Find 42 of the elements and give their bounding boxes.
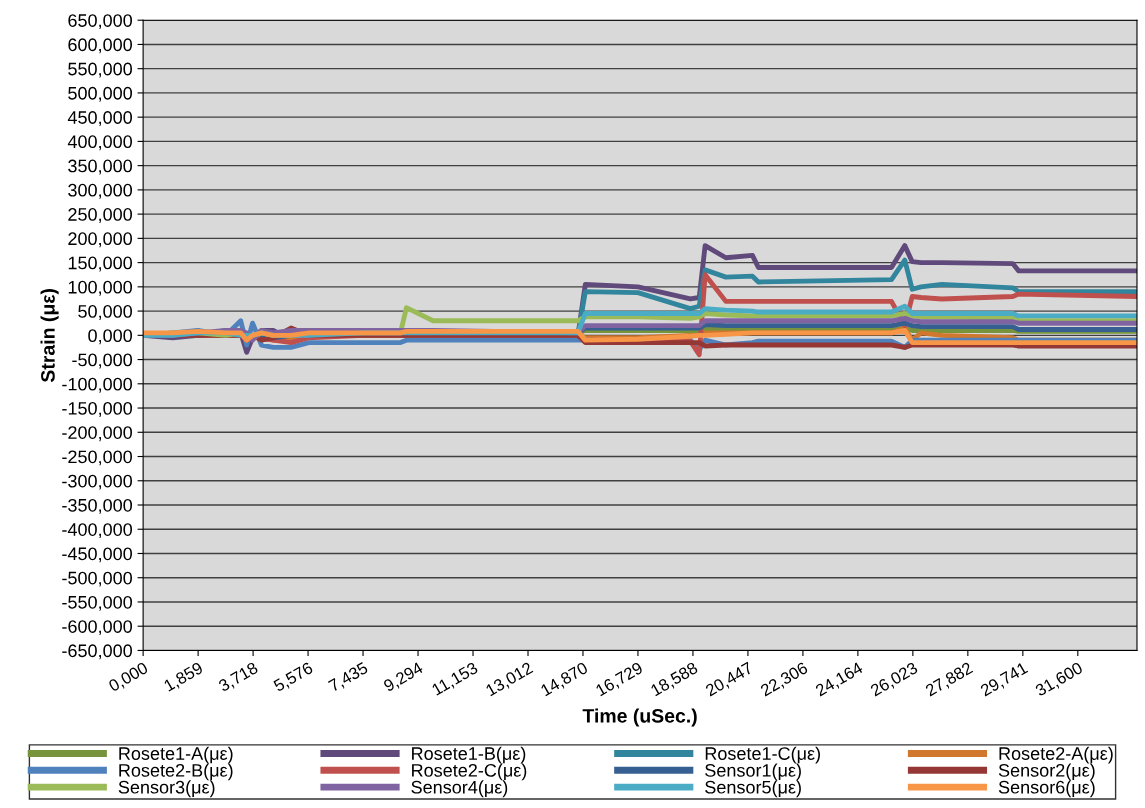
y-axis-title: Strain (με) xyxy=(40,289,59,383)
y-tick-label: 100,000 xyxy=(68,280,133,296)
y-tick-label: -650,000 xyxy=(62,644,133,660)
legend-label: Sensor6(με) xyxy=(998,780,1095,798)
y-tick-label: 150,000 xyxy=(68,256,133,272)
y-tick-label: -550,000 xyxy=(62,595,133,611)
y-tick-label: 600,000 xyxy=(68,38,133,54)
y-tick-label: -50,000 xyxy=(72,353,133,369)
legend-label: Rosete1-B(με) xyxy=(412,746,526,764)
y-tick-label: 0,000 xyxy=(88,329,133,345)
y-tick-label: -350,000 xyxy=(62,498,133,514)
y-tick-label: 50,000 xyxy=(78,305,133,320)
y-tick-label: 300,000 xyxy=(68,183,133,199)
y-tick-label: 200,000 xyxy=(68,232,133,248)
y-tick-label: 650,000 xyxy=(68,14,133,30)
y-tick-label: 350,000 xyxy=(68,159,133,175)
y-tick-label: 250,000 xyxy=(68,208,133,223)
legend-label: Rosete1-A(με) xyxy=(119,746,233,764)
legend-label: Sensor1(με) xyxy=(705,763,801,781)
legend-label: Rosete2-A(με) xyxy=(999,746,1113,764)
y-tick-label: -400,000 xyxy=(62,523,133,539)
y-tick-label: -300,000 xyxy=(62,474,133,490)
y-tick-label: -450,000 xyxy=(62,547,133,563)
y-tick-label: -250,000 xyxy=(62,450,133,466)
legend-label: Rosete2-B(με) xyxy=(119,763,233,781)
y-tick-label: 450,000 xyxy=(67,111,133,127)
legend-label: Sensor4(με) xyxy=(411,780,508,798)
y-tick-label: -100,000 xyxy=(62,377,133,393)
legend-label: Sensor3(με) xyxy=(118,780,215,798)
y-tick-label: 500,000 xyxy=(68,86,133,102)
y-tick-label: -600,000 xyxy=(62,620,133,636)
x-axis-title: Time (uSec.) xyxy=(582,708,697,727)
y-tick-label: 550,000 xyxy=(68,62,133,78)
legend-label: Rosete1-C(με) xyxy=(705,746,820,764)
y-tick-label: -500,000 xyxy=(62,571,133,587)
legend-label: Sensor5(με) xyxy=(705,780,801,798)
x-tick-label: 3,718 xyxy=(217,661,260,694)
y-tick-label: 400,000 xyxy=(67,135,133,151)
y-tick-label: -200,000 xyxy=(62,426,133,442)
legend-label: Rosete2-C(με) xyxy=(412,763,527,781)
legend-label: Sensor2(με) xyxy=(998,763,1095,781)
y-tick-label: -150,000 xyxy=(62,401,133,417)
